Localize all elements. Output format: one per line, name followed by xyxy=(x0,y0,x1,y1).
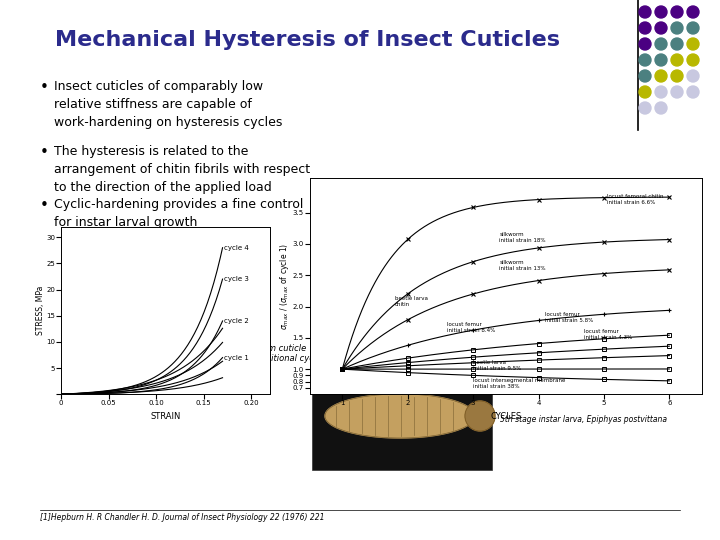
Circle shape xyxy=(687,6,699,18)
Text: silkworm
initial strain 18%: silkworm initial strain 18% xyxy=(499,232,546,242)
Circle shape xyxy=(639,6,651,18)
Polygon shape xyxy=(325,394,475,438)
Text: 5th stage instar larva, Epiphyas postvittana: 5th stage instar larva, Epiphyas postvit… xyxy=(500,415,667,424)
Circle shape xyxy=(639,22,651,34)
Text: The hysteresis is related to the
arrangement of chitin fibrils with respect
to t: The hysteresis is related to the arrange… xyxy=(54,145,310,194)
X-axis label: CYCLES: CYCLES xyxy=(490,412,521,421)
Circle shape xyxy=(639,102,651,114)
Y-axis label: STRESS, MPa: STRESS, MPa xyxy=(35,286,45,335)
Text: Average tensile hysteresis behavior of eight different cuticle samples.
Curves f: Average tensile hysteresis behavior of e… xyxy=(312,344,609,374)
Text: Typical tensile hysteresis curves for fresh silkworm cuticle
showing a progressi: Typical tensile hysteresis curves for fr… xyxy=(62,344,341,363)
Circle shape xyxy=(639,38,651,50)
Text: locust intersegmental membrane
initial strain 38%: locust intersegmental membrane initial s… xyxy=(473,379,565,389)
Circle shape xyxy=(655,86,667,98)
Text: Insect cuticles of comparably low
relative stiffness are capable of
work-hardeni: Insect cuticles of comparably low relati… xyxy=(54,80,282,129)
Text: cycle 4: cycle 4 xyxy=(225,245,249,251)
Text: cycle 3: cycle 3 xyxy=(225,276,249,282)
Circle shape xyxy=(655,6,667,18)
Text: •: • xyxy=(40,198,49,213)
Circle shape xyxy=(671,86,683,98)
Circle shape xyxy=(671,70,683,82)
Circle shape xyxy=(639,86,651,98)
Text: locust femur
initial strain 5.8%: locust femur initial strain 5.8% xyxy=(545,312,593,323)
Circle shape xyxy=(655,102,667,114)
Circle shape xyxy=(687,38,699,50)
Circle shape xyxy=(639,70,651,82)
Text: beetle larva
initial strain 9.5%: beetle larva initial strain 9.5% xyxy=(473,360,521,371)
Text: •: • xyxy=(40,80,49,95)
X-axis label: STRAIN: STRAIN xyxy=(150,412,181,421)
Text: locust femoral chitin
initial strain 6.6%: locust femoral chitin initial strain 6.6… xyxy=(607,194,664,205)
Text: silkworm
initial strain 13%: silkworm initial strain 13% xyxy=(499,260,546,271)
Circle shape xyxy=(655,54,667,66)
Text: Cyclic-hardening provides a fine control
for instar larval growth: Cyclic-hardening provides a fine control… xyxy=(54,198,303,229)
Text: locust femur
initial strain 4.3%: locust femur initial strain 4.3% xyxy=(585,329,633,340)
Circle shape xyxy=(655,22,667,34)
Circle shape xyxy=(687,70,699,82)
Text: •: • xyxy=(40,145,49,160)
Y-axis label: $\sigma_{max}$ / ($\sigma_{max}$ of cycle 1): $\sigma_{max}$ / ($\sigma_{max}$ of cycl… xyxy=(278,242,291,330)
Circle shape xyxy=(687,86,699,98)
Bar xyxy=(312,362,492,470)
Circle shape xyxy=(671,54,683,66)
Text: [1]Hepburn H. R Chandler H. D. Journal of Insect Physiology 22 (1976) 221: [1]Hepburn H. R Chandler H. D. Journal o… xyxy=(40,513,325,522)
Circle shape xyxy=(639,54,651,66)
Circle shape xyxy=(671,6,683,18)
Circle shape xyxy=(671,38,683,50)
Circle shape xyxy=(687,22,699,34)
Circle shape xyxy=(655,38,667,50)
Text: Mechanical Hysteresis of Insect Cuticles: Mechanical Hysteresis of Insect Cuticles xyxy=(55,30,560,50)
Circle shape xyxy=(671,22,683,34)
Text: locust femur
initial strain 8.4%: locust femur initial strain 8.4% xyxy=(447,322,495,333)
Circle shape xyxy=(465,401,495,431)
Circle shape xyxy=(655,70,667,82)
Text: beetle larva
chitin: beetle larva chitin xyxy=(395,296,428,307)
Text: cycle 2: cycle 2 xyxy=(225,318,249,324)
Text: cycle 1: cycle 1 xyxy=(225,355,249,361)
Circle shape xyxy=(687,54,699,66)
